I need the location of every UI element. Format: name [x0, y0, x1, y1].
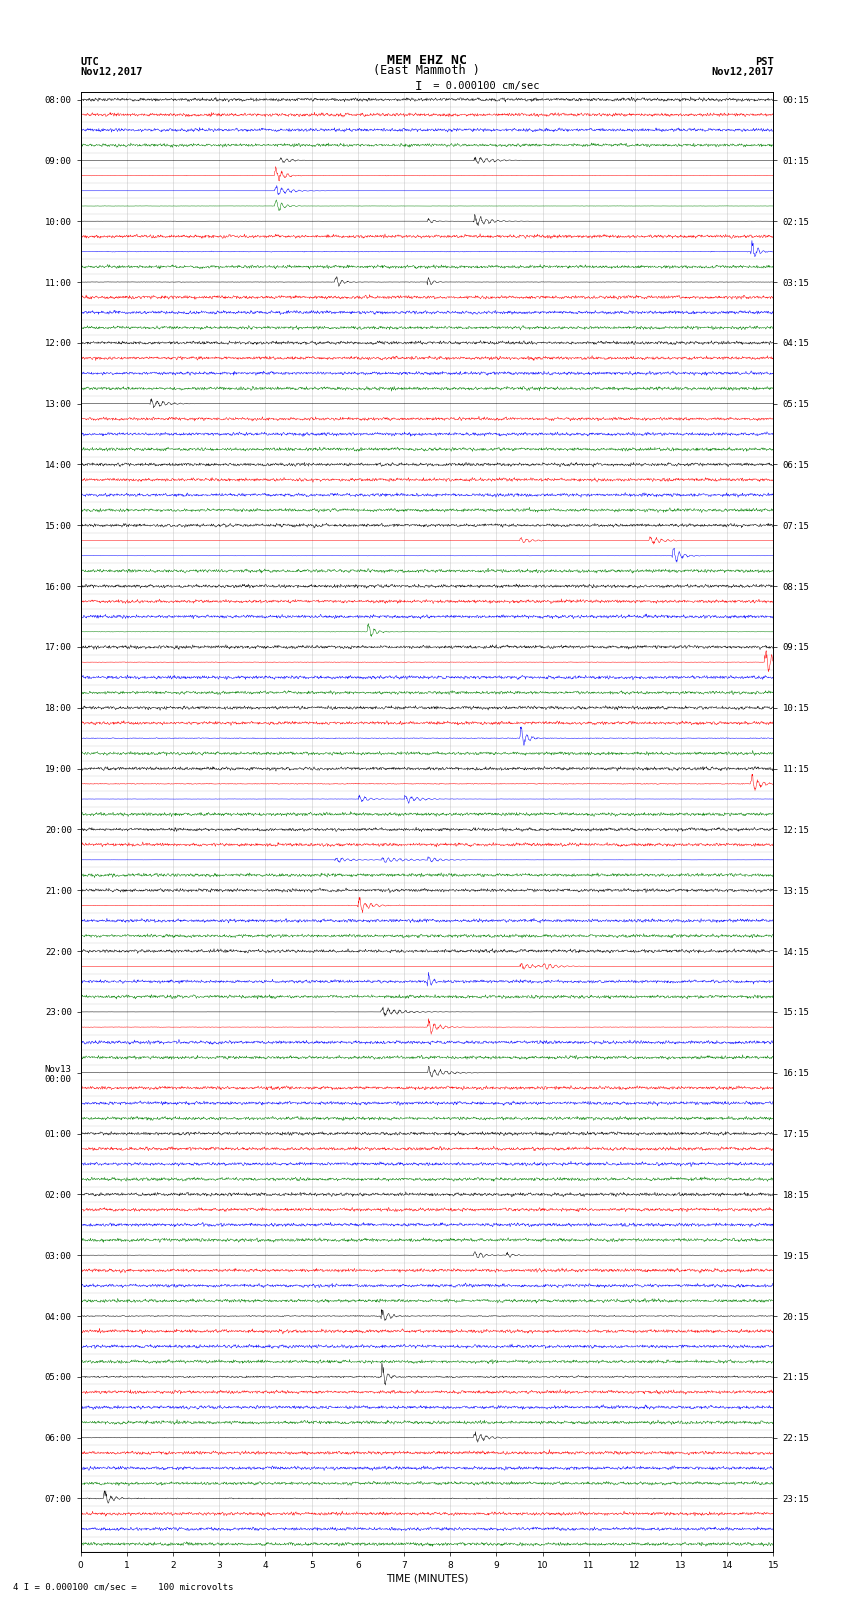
Text: I: I	[415, 79, 422, 94]
Text: PST: PST	[755, 56, 774, 66]
Text: UTC: UTC	[81, 56, 99, 66]
Text: (East Mammoth ): (East Mammoth )	[373, 65, 480, 77]
Text: 4 I = 0.000100 cm/sec =    100 microvolts: 4 I = 0.000100 cm/sec = 100 microvolts	[13, 1582, 233, 1592]
X-axis label: TIME (MINUTES): TIME (MINUTES)	[386, 1574, 468, 1584]
Text: Nov12,2017: Nov12,2017	[711, 68, 774, 77]
Text: Nov12,2017: Nov12,2017	[81, 68, 144, 77]
Text: = 0.000100 cm/sec: = 0.000100 cm/sec	[427, 81, 539, 92]
Text: MEM EHZ NC: MEM EHZ NC	[387, 53, 467, 66]
